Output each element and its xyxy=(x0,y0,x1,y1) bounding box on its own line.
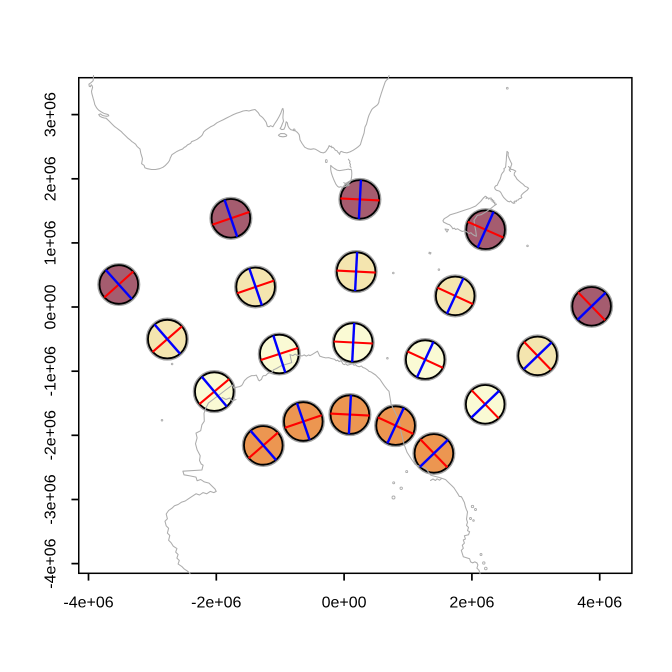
svg-text:-4e+06: -4e+06 xyxy=(43,538,60,588)
svg-text:3e+06: 3e+06 xyxy=(43,92,60,137)
svg-text:-3e+06: -3e+06 xyxy=(43,474,60,524)
svg-text:4e+06: 4e+06 xyxy=(577,595,622,612)
svg-text:2e+06: 2e+06 xyxy=(43,156,60,201)
svg-text:-4e+06: -4e+06 xyxy=(63,595,113,612)
svg-text:0e+00: 0e+00 xyxy=(322,595,367,612)
svg-text:-2e+06: -2e+06 xyxy=(191,595,241,612)
svg-text:1e+06: 1e+06 xyxy=(43,220,60,265)
svg-text:0e+00: 0e+00 xyxy=(43,284,60,329)
svg-text:-1e+06: -1e+06 xyxy=(43,346,60,396)
svg-text:-2e+06: -2e+06 xyxy=(43,410,60,460)
svg-text:2e+06: 2e+06 xyxy=(449,595,494,612)
